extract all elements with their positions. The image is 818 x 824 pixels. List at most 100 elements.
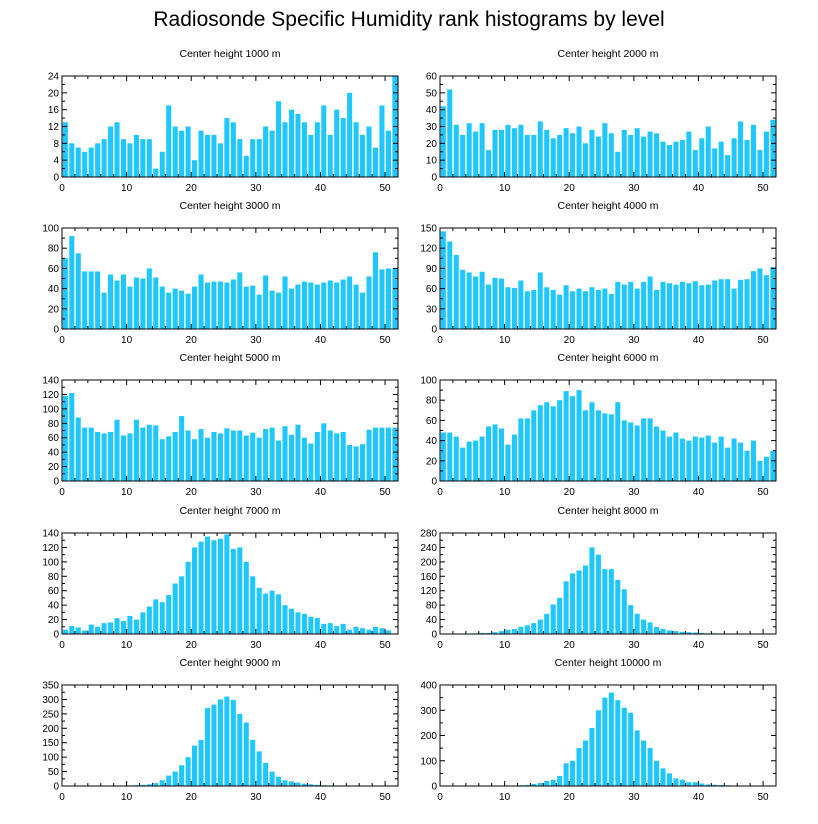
panel-2-bar (563, 128, 569, 177)
panel-2-ytick-label: 10 (426, 156, 438, 167)
panel-9-bar (204, 708, 211, 786)
panel-6-bar (757, 460, 763, 481)
panel-4-bar (505, 287, 511, 329)
panel-6-bar (570, 396, 576, 481)
panel-2-bar (518, 124, 524, 177)
panel-2-xtick-label: 20 (564, 183, 576, 194)
panel-5-bar (133, 419, 139, 481)
panel-2-bar (570, 133, 576, 177)
panel-4-bar (705, 284, 711, 329)
panel-1-ytick-label: 12 (48, 122, 60, 133)
panel-7-xtick-label: 0 (59, 640, 65, 651)
panel-6-ytick-label: 80 (426, 396, 438, 407)
panel-7-bar (282, 605, 288, 634)
panel-3-bar (120, 274, 127, 329)
panel-4-bar (757, 268, 763, 329)
panel-10-bar (699, 783, 705, 786)
panel-4-xtick-label: 10 (499, 335, 511, 346)
panel-4-bar (718, 279, 724, 329)
panel-2-bar (679, 139, 685, 177)
panel-5-bar (146, 424, 152, 481)
panel-3-bar (314, 284, 320, 329)
panel-7-bar (288, 608, 295, 634)
panel-1-bar (372, 147, 379, 177)
panel-9-ytick-label: 250 (42, 709, 59, 720)
panel-3-bar (263, 275, 269, 329)
panel-10-bar (654, 760, 660, 786)
panel-7-title: Center height 7000 m (180, 505, 281, 517)
panel-10-bar (673, 778, 679, 786)
panel-3-ytick-label: 100 (42, 224, 59, 235)
panel-2-bar (466, 123, 472, 177)
panel-9-bar (172, 771, 178, 786)
panel-10-bar (550, 779, 556, 786)
panel-3-bar (243, 286, 249, 329)
panel-2-bar (511, 128, 517, 177)
panel-1-bar (192, 160, 198, 177)
panel-3-ytick-label: 80 (48, 244, 60, 255)
panel-8-xtick-label: 0 (437, 640, 443, 651)
panel-9-bar (250, 739, 256, 786)
panel-9-bar (198, 739, 204, 786)
panel-6-bar (576, 390, 582, 481)
panel-1-title: Center height 1000 m (180, 48, 281, 60)
panel-1-bar (269, 130, 275, 177)
panel-5-bar (366, 429, 372, 481)
panel-7-ytick-label: 120 (42, 543, 59, 554)
panel-1-bar (185, 126, 191, 177)
panel-2-bar (699, 138, 705, 177)
panel-4-bar (725, 279, 731, 329)
panel-4-bar (518, 280, 524, 329)
panel-6-bar (647, 418, 653, 481)
panel-7-bar (172, 583, 178, 634)
panel-6-bar (453, 436, 459, 481)
panel-10-ytick-label: 400 (420, 681, 437, 692)
panel-8-bar (615, 579, 621, 634)
panel-7-ytick-label: 60 (48, 586, 60, 597)
panel-10-bar (576, 748, 582, 786)
panel-8-bar (511, 628, 517, 634)
panel-7-bar (301, 613, 307, 634)
panel-9-bar (308, 784, 314, 786)
panel-3-xtick-label: 20 (186, 335, 198, 346)
panel-3-bar (237, 272, 243, 329)
panel-10-bar (570, 760, 576, 786)
panel-1-bar (120, 139, 127, 177)
panel-10-xtick-label: 40 (693, 792, 705, 803)
panel-6-bar (621, 420, 627, 481)
panel-4-xtick-label: 50 (758, 335, 770, 346)
panel-2-bar (744, 139, 750, 177)
panel-5-bar (340, 431, 346, 481)
panel-9-ytick-label: 0 (53, 782, 59, 793)
panel-7-bar (334, 626, 340, 634)
panel-2-bar (686, 131, 692, 177)
panel-10-bar (634, 730, 640, 786)
panel-2-bar (505, 124, 511, 177)
panel-9-bar (295, 782, 301, 786)
panel-4-bar (550, 289, 556, 329)
panel-1-xtick-label: 50 (380, 183, 392, 194)
panel-8-bar (686, 632, 692, 634)
panel-1-bar (179, 130, 185, 177)
panel-7-bar (192, 547, 198, 634)
panel-7-bar (211, 540, 217, 634)
panel-3-ytick-label: 60 (48, 264, 60, 275)
panel-2-bar (666, 145, 673, 177)
panel-6-bar (666, 436, 673, 481)
panel-3-bar (334, 282, 340, 329)
panel-7-bar (321, 623, 327, 634)
panel-4-title: Center height 4000 m (558, 200, 659, 212)
panel-10-bar (712, 784, 718, 786)
panel-3-bar (276, 292, 282, 329)
panel-8-ytick-label: 240 (420, 543, 437, 554)
panel-10-bar (582, 740, 589, 786)
panel-9-bar (224, 696, 230, 786)
panel-1-bar (95, 143, 101, 177)
panel-4-bar (666, 283, 673, 329)
panel-8-bar (570, 573, 576, 634)
panel-3-bar (392, 268, 398, 329)
panel-1-bar (114, 122, 120, 177)
panel-3-bar (321, 282, 327, 329)
panel-10-xtick-label: 50 (758, 792, 770, 803)
panel-6-bar (641, 418, 647, 481)
